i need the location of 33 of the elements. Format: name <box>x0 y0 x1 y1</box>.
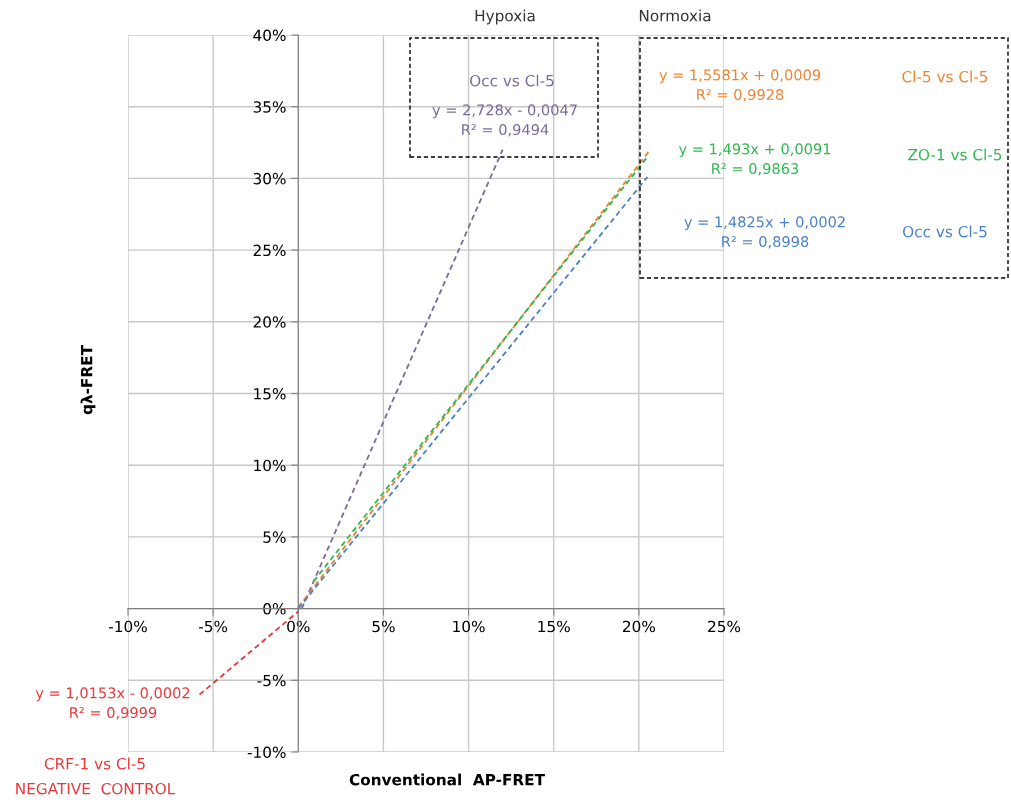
x-tick-label: 20% <box>623 620 655 633</box>
x-axis-title: Conventional AP-FRET <box>349 773 545 786</box>
text: Normoxia <box>639 9 711 22</box>
x-tick-label: -5% <box>199 620 228 633</box>
y-tick-label: 30% <box>253 172 286 185</box>
y-tick-label: -5% <box>257 674 286 687</box>
x-tick-label: 5% <box>372 620 395 633</box>
annotation: y = 1,0153x - 0,0002 R² = 0,9999 <box>35 687 190 720</box>
y-tick-label: 40% <box>253 29 286 42</box>
y-tick-label: 20% <box>253 316 286 328</box>
text: Cl-5 vs Cl-5 <box>902 70 988 83</box>
y-tick-label: 35% <box>253 101 286 113</box>
annotation: y = 1,4825x + 0,0002 R² = 0,8998 <box>684 216 845 249</box>
y-tick-label: -10% <box>247 746 286 759</box>
x-tick-label: 0% <box>287 620 310 633</box>
annotation: y = 1,493x + 0,0091 R² = 0,9863 <box>678 143 831 176</box>
text: Occ vs Cl-5 <box>470 74 554 87</box>
text: NEGATIVE CONTROL <box>16 782 176 795</box>
y-tick-label: 15% <box>254 387 286 400</box>
x-tick-label: 10% <box>453 620 485 633</box>
text: Occ vs Cl-5 <box>903 225 987 238</box>
x-tick-label: -10% <box>109 620 147 633</box>
y-tick-label: 10% <box>254 459 286 472</box>
text: Hypoxia <box>475 9 535 25</box>
text: CRF-1 vs Cl-5 <box>44 757 145 770</box>
y-tick-label: 5% <box>263 531 286 543</box>
annotation: y = 2,728x - 0,0047 R² = 0,9494 <box>432 104 577 137</box>
x-tick-label: 15% <box>538 620 570 633</box>
text: ZO-1 vs Cl-5 <box>908 148 1002 161</box>
x-tick-label: 25% <box>708 620 741 633</box>
y-tick-label: 25% <box>253 244 286 257</box>
annotation: y = 1,5581x + 0,0009 R² = 0,9928 <box>659 69 821 102</box>
y-axis-title: qλ-FRET <box>80 345 96 415</box>
